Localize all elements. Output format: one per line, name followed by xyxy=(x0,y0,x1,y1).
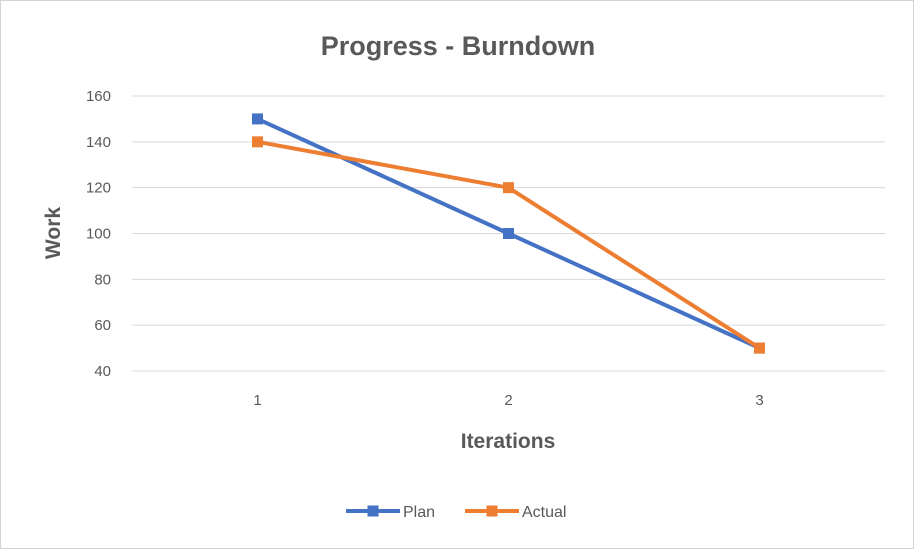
x-axis-title: Iterations xyxy=(461,430,556,453)
chart-title: Progress - Burndown xyxy=(321,31,596,61)
data-point xyxy=(252,113,263,125)
x-tick-label: 1 xyxy=(253,392,261,409)
y-tick-label: 100 xyxy=(86,226,111,243)
y-tick-label: 60 xyxy=(94,317,111,334)
data-point xyxy=(252,136,263,148)
y-axis-title: Work xyxy=(42,207,65,259)
data-point xyxy=(754,342,765,354)
y-tick-label: 40 xyxy=(94,363,111,380)
legend-marker xyxy=(367,505,379,517)
y-axis-ticks: 40 60 80 100 120 140 160 xyxy=(86,88,111,380)
legend-label: Actual xyxy=(522,504,566,521)
x-tick-label: 2 xyxy=(504,392,512,409)
x-tick-label: 3 xyxy=(755,392,763,409)
legend-item-actual: Actual xyxy=(465,504,566,521)
series-actual xyxy=(252,136,765,354)
y-tick-label: 160 xyxy=(86,88,111,105)
legend: Plan Actual xyxy=(346,504,566,521)
y-tick-label: 120 xyxy=(86,180,111,197)
legend-marker xyxy=(486,505,498,517)
legend-label: Plan xyxy=(403,504,435,521)
data-point xyxy=(503,228,514,239)
y-tick-label: 140 xyxy=(86,134,111,151)
x-axis-ticks: 1 2 3 xyxy=(253,392,763,409)
series-line xyxy=(255,139,762,351)
y-tick-label: 80 xyxy=(94,271,111,288)
series xyxy=(252,113,765,354)
data-point xyxy=(503,182,514,194)
legend-item-plan: Plan xyxy=(346,504,435,521)
